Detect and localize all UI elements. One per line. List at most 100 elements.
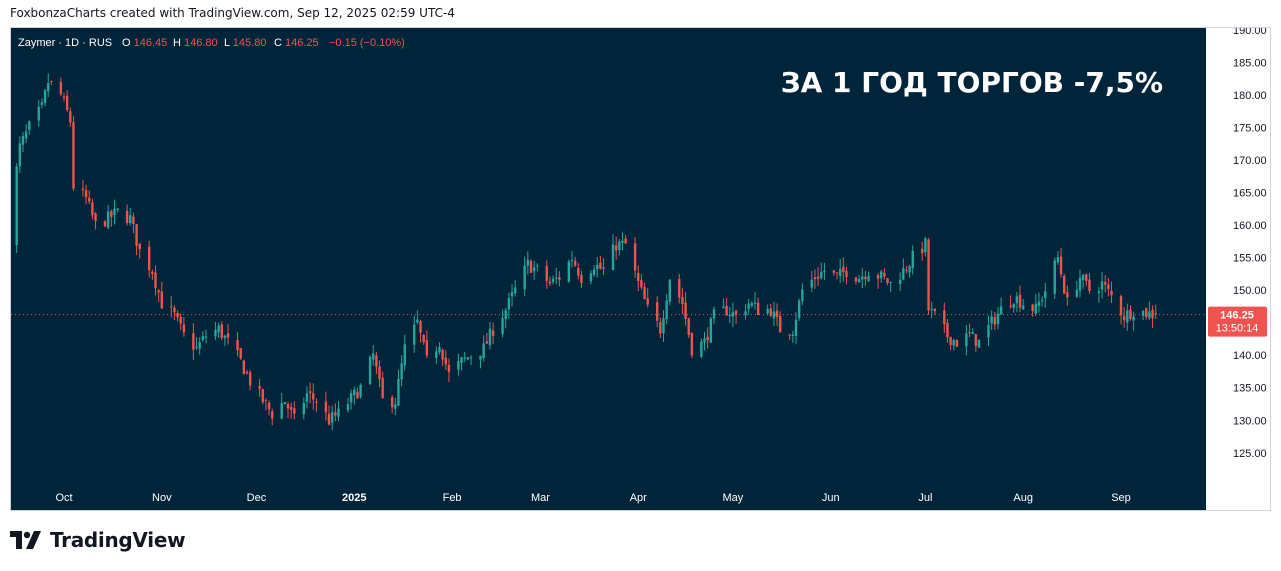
- candle-body: [684, 302, 687, 319]
- candle-body: [267, 402, 271, 410]
- candle-body: [614, 245, 618, 251]
- candle-body: [570, 260, 574, 262]
- candle-body: [545, 266, 548, 281]
- candle-body: [832, 270, 836, 273]
- candle-body: [327, 413, 331, 425]
- candle-body: [81, 188, 85, 191]
- candle-body: [1012, 303, 1015, 308]
- legend-high-value: 146.80: [184, 37, 218, 49]
- candle-body: [797, 300, 801, 318]
- candle-body: [618, 241, 621, 251]
- candle-body: [204, 336, 208, 338]
- candle-body: [330, 412, 334, 423]
- candle-body: [479, 355, 482, 360]
- candle-body: [110, 211, 113, 218]
- time-tick-label: May: [723, 492, 744, 504]
- candle-body: [1145, 308, 1148, 318]
- candle-body: [864, 276, 867, 280]
- candles-layer: [15, 73, 1157, 431]
- candle-body: [103, 221, 107, 227]
- legend-open-label: O: [122, 37, 131, 49]
- candle-body: [261, 389, 264, 403]
- candle-body: [469, 357, 473, 359]
- candle-body: [810, 279, 813, 288]
- candle-body: [47, 83, 50, 92]
- candle-body: [1129, 309, 1132, 320]
- candle-body: [930, 308, 933, 310]
- candle-body: [280, 403, 283, 419]
- candle-body: [132, 216, 135, 224]
- candle-body: [665, 300, 668, 320]
- candle-body: [286, 404, 290, 409]
- candle-body: [315, 401, 318, 403]
- time-tick-label: Aug: [1013, 492, 1033, 504]
- candle-body: [709, 318, 713, 343]
- candle-body: [725, 305, 728, 316]
- candle-body: [747, 303, 750, 309]
- tradingview-logo-icon: [10, 531, 41, 549]
- candle-body: [908, 266, 911, 273]
- candle-body: [113, 208, 116, 216]
- candle-body: [308, 391, 312, 394]
- time-tick-label: Nov: [152, 492, 172, 504]
- candle-body: [510, 292, 514, 297]
- candle-body: [435, 351, 438, 358]
- candle-body: [990, 316, 993, 324]
- candle-body: [43, 90, 47, 104]
- candle-body: [283, 401, 287, 405]
- candle-body: [794, 319, 798, 336]
- candle-body: [84, 189, 88, 198]
- legend-open-value: 146.45: [134, 37, 168, 49]
- price-tick-label: 125.00: [1233, 448, 1267, 460]
- candle-body: [160, 291, 164, 309]
- candle-body: [242, 360, 246, 375]
- candle-body: [488, 328, 492, 346]
- candle-body: [94, 213, 97, 221]
- candle-body: [457, 361, 460, 370]
- candle-body: [223, 335, 227, 339]
- tradingview-branding[interactable]: TradingView: [10, 528, 186, 552]
- candle-body: [258, 385, 261, 389]
- candle-body: [1018, 294, 1022, 308]
- candle-body: [1148, 311, 1151, 319]
- candle-body: [1056, 257, 1060, 263]
- candle-body: [775, 310, 779, 318]
- candle-body: [195, 346, 198, 348]
- candle-body: [1085, 274, 1088, 281]
- time-axis-panel[interactable]: [11, 487, 1206, 510]
- candle-body: [394, 404, 397, 409]
- candle-body: [602, 267, 605, 269]
- price-tick-label: 180.00: [1233, 90, 1267, 102]
- candle-body: [838, 268, 842, 276]
- candle-body: [1015, 296, 1019, 304]
- candle-body: [378, 366, 381, 380]
- legend-symbol: Zaymer · 1D · RUS: [18, 37, 112, 49]
- candle-body: [690, 333, 694, 356]
- candle-body: [532, 267, 536, 272]
- candle-body: [368, 356, 372, 384]
- price-axis-panel[interactable]: [1206, 28, 1270, 510]
- candle-body: [558, 277, 561, 280]
- candle-body: [555, 277, 558, 279]
- candle-body: [1081, 275, 1085, 281]
- chart-frame[interactable]: 190.00 185.00 180.00 175.00 170.00 165.00 160.…: [10, 27, 1271, 511]
- candle-body: [974, 334, 978, 347]
- bar-countdown: 13:50:14: [1216, 323, 1259, 335]
- candle-body: [1078, 277, 1082, 291]
- candle-body: [245, 371, 249, 374]
- candle-body: [1151, 309, 1154, 318]
- candle-body: [621, 240, 624, 244]
- candle-body: [293, 408, 296, 414]
- candle-body: [179, 316, 182, 324]
- candle-body: [353, 389, 356, 396]
- candle-body: [62, 96, 66, 98]
- candle-body: [889, 281, 892, 283]
- candlestick-chart[interactable]: 190.00 185.00 180.00 175.00 170.00 165.00 160.…: [11, 28, 1270, 510]
- candle-body: [15, 166, 18, 246]
- last-price-value: 146.25: [1220, 310, 1254, 322]
- last-price-label: 146.25 13:50:14: [1208, 306, 1267, 337]
- tradingview-wordmark: TradingView: [50, 528, 186, 552]
- candle-body: [596, 264, 599, 270]
- candle-body: [687, 318, 690, 335]
- candle-body: [482, 343, 485, 359]
